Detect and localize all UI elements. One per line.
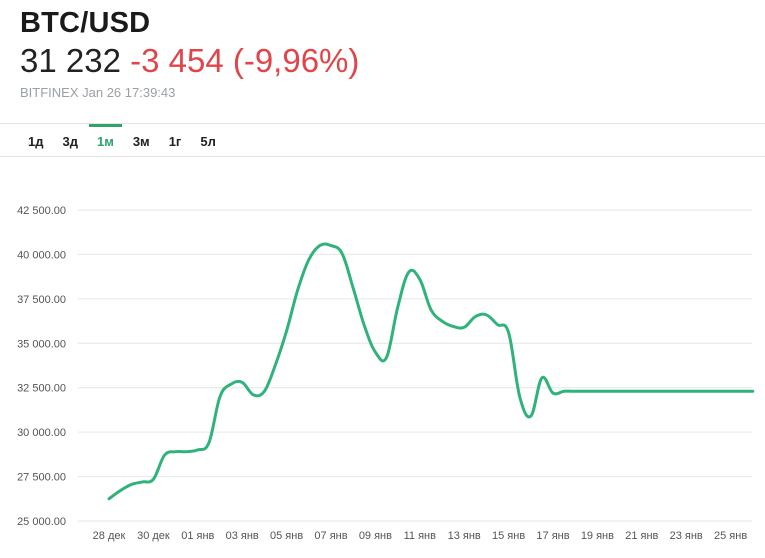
x-tick-label: 28 дек bbox=[93, 530, 126, 542]
current-price: 31 232 bbox=[20, 42, 121, 79]
tab-1d[interactable]: 1д bbox=[28, 134, 44, 149]
y-tick-label: 25 000.00 bbox=[17, 516, 66, 528]
x-tick-label: 21 янв bbox=[625, 530, 658, 542]
ticker-symbol: BTC/USD bbox=[20, 7, 151, 39]
tab-1m[interactable]: 1м bbox=[88, 124, 122, 156]
y-tick-label: 37 500.00 bbox=[17, 294, 66, 306]
x-tick-label: 07 янв bbox=[314, 530, 347, 542]
y-tick-label: 40 000.00 bbox=[17, 249, 66, 261]
y-tick-label: 27 500.00 bbox=[17, 472, 66, 484]
x-tick-label: 25 янв bbox=[714, 530, 747, 542]
x-tick-label: 23 янв bbox=[670, 530, 703, 542]
x-tick-label: 05 янв bbox=[270, 530, 303, 542]
y-tick-label: 32 500.00 bbox=[17, 383, 66, 395]
x-tick-label: 09 янв bbox=[359, 530, 392, 542]
x-tick-label: 01 янв bbox=[181, 530, 214, 542]
y-tick-label: 30 000.00 bbox=[17, 427, 66, 439]
x-tick-label: 17 янв bbox=[536, 530, 569, 542]
x-tick-label: 15 янв bbox=[492, 530, 525, 542]
y-tick-label: 42 500.00 bbox=[17, 205, 66, 217]
tab-1y[interactable]: 1г bbox=[168, 134, 182, 149]
tab-5y[interactable]: 5л bbox=[200, 134, 216, 149]
tabs-divider bbox=[0, 156, 765, 157]
price-change: -3 454 (-9,96%) bbox=[130, 42, 360, 79]
tab-3m[interactable]: 3м bbox=[132, 134, 150, 149]
x-tick-label: 11 янв bbox=[404, 530, 437, 542]
y-tick-label: 35 000.00 bbox=[17, 338, 66, 350]
period-tabs: 1д 3д 1м 3м 1г 5л bbox=[20, 124, 227, 156]
quote-header: BTC/USD 31 232 -3 454 (-9,96%) BITFINEX … bbox=[20, 6, 760, 100]
x-tick-label: 30 дек bbox=[137, 530, 170, 542]
x-tick-label: 13 янв bbox=[448, 530, 481, 542]
tab-3d[interactable]: 3д bbox=[62, 134, 78, 149]
price-chart: 42 500.00 40 000.00 37 500.00 35 000.00 32 5… bbox=[17, 205, 755, 542]
header-divider bbox=[0, 123, 765, 124]
price-row: 31 232 -3 454 (-9,96%) bbox=[20, 41, 760, 81]
x-tick-label: 03 янв bbox=[226, 530, 259, 542]
quote-source-timestamp: BITFINEX Jan 26 17:39:43 bbox=[20, 85, 176, 100]
price-series-line bbox=[107, 242, 755, 501]
x-tick-label: 19 янв bbox=[581, 530, 614, 542]
